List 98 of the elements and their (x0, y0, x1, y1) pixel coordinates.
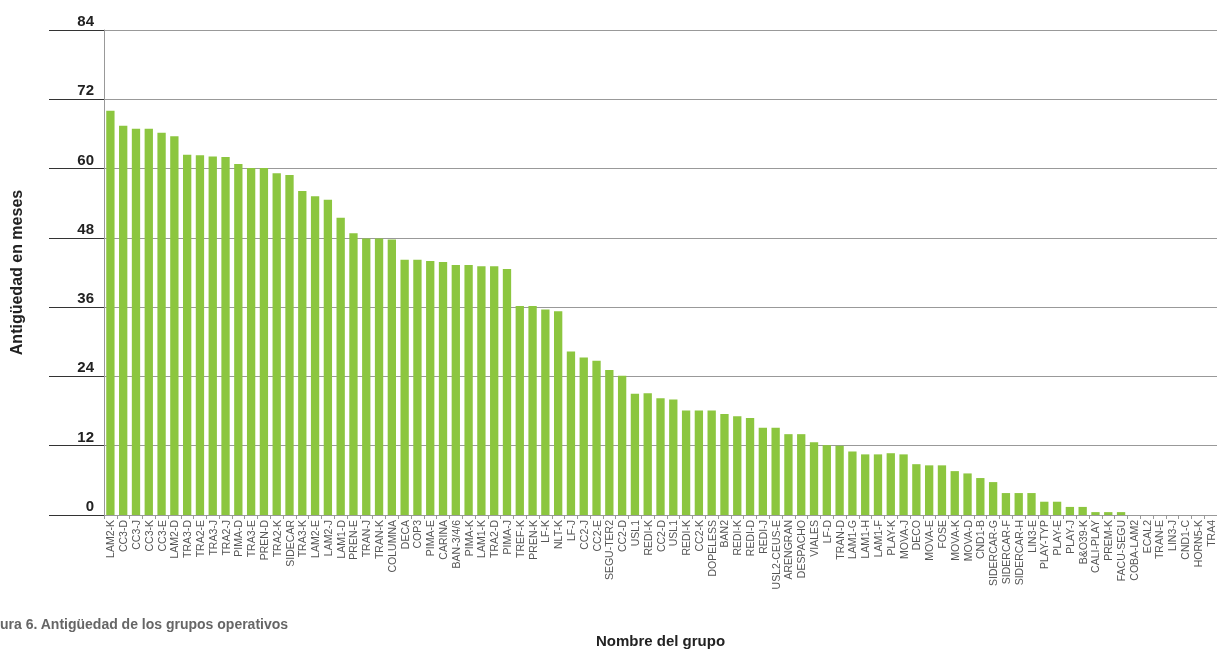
x-tick-label: LAM1-F (871, 520, 884, 558)
x-tick-label: COBA-LAM2 (1127, 519, 1140, 581)
x-tick-label: REDI-D (744, 519, 757, 557)
x-tick-label: LAM1-K (475, 520, 488, 558)
y-tick-label: 0 (85, 497, 94, 514)
x-tick-label: DESPACHO (795, 520, 808, 579)
x-tick-label: DOPELESS (705, 520, 718, 577)
x-tick-label: LIN3-J (1166, 520, 1179, 551)
x-tick-label: BAN2 (718, 519, 731, 548)
y-tick-label: 24 (77, 358, 95, 376)
x-tick-label: CC3-E (155, 520, 168, 552)
x-tick-label: CC3-K (142, 520, 155, 552)
x-tick-label: LIN3-E (1025, 520, 1038, 553)
x-tick-label: CC3-D (117, 519, 130, 553)
y-tick-label: 72 (77, 81, 94, 99)
x-tick-label: TRAN-D (833, 519, 846, 560)
x-tick-label: PREN-K (526, 520, 539, 560)
x-tick-label: CC2-D (654, 519, 667, 553)
x-tick-label: TRAN-J (360, 520, 373, 558)
x-tick-label: NLT-K (552, 520, 565, 549)
x-tick-label: COLUMNA (385, 520, 398, 573)
x-tick-label: PLAY-J (1063, 520, 1076, 554)
x-tick-label: LAM1-H (859, 520, 872, 559)
x-tick-label: SIDERCAR-G (987, 520, 1000, 586)
x-tick-label: CND1-C (1179, 519, 1192, 560)
y-axis-title: Antigüedad en meses (7, 189, 25, 356)
x-tick-label: LAM2-D (168, 519, 181, 559)
x-tick-label: TRA2-E (193, 520, 206, 558)
x-tick-label: COP3 (411, 519, 424, 549)
x-tick-label: REDI-K (680, 520, 693, 556)
x-tick-label: SIDERCAR-H (1012, 520, 1025, 586)
x-tick-label: LAM2-K (104, 520, 117, 558)
x-tick-label: REDI-K (641, 520, 654, 556)
x-tick-label: PREM-K (1102, 520, 1115, 561)
x-tick-label: TRA4 (1204, 519, 1217, 547)
x-tick-label: MOVA-K (948, 520, 961, 561)
x-tick-label: PLAY-TYP (1038, 520, 1051, 570)
x-tick-label: MOVA-J (897, 520, 910, 559)
x-tick-label: MOVA-D (961, 519, 974, 562)
x-tick-label: USL1 (628, 519, 641, 547)
x-tick-label: LAM2-J (321, 520, 334, 557)
x-tick-label: FOSE (935, 520, 948, 549)
x-tick-label: TREF-K (513, 520, 526, 558)
x-tick-label: DECO (910, 520, 923, 551)
x-tick-label: TRAN-E (1153, 520, 1166, 560)
x-tick-label: TRA2-J (219, 520, 232, 556)
x-axis-title: Nombre del grupo (595, 632, 726, 649)
x-tick-label: LF-K (539, 520, 552, 543)
x-tick-label: SIDERCAR-F (999, 520, 1012, 585)
x-tick-label: PIMA-J (500, 520, 513, 555)
x-tick-label: SIDECAR (283, 519, 296, 567)
x-tick-label: TRA3-K (296, 520, 309, 558)
x-tick-label: PLAY-E (1051, 520, 1064, 556)
text: ura 6. Antigüedad de los grupos operativos (0, 616, 289, 632)
x-tick-label: MOVA-E (923, 520, 936, 561)
x-tick-label: LF-D (820, 519, 833, 544)
x-tick-label: USL1 (667, 519, 680, 547)
x-tick-label: TRA2-D (488, 519, 501, 558)
x-tick-label: TRA3-E (245, 520, 258, 558)
x-tick-label: PIMA-D (232, 519, 245, 557)
x-tick-label: LAM1-G (846, 520, 859, 560)
x-tick-label: CC3-J (129, 520, 142, 550)
x-tick-label: PLAY-K (884, 520, 897, 556)
x-tick-label: BAN-3/4/6 (449, 519, 462, 569)
x-tick-label: PREN-D (257, 519, 270, 561)
x-tick-label: REDI-J (756, 520, 769, 554)
x-tick-label: FACU-SEGU (1115, 520, 1128, 582)
y-tick-label: 12 (77, 427, 94, 445)
x-tick-label: DECA (398, 520, 411, 550)
x-tick-label: CALI-PLAY (1089, 520, 1102, 573)
y-tick-label: 36 (77, 289, 94, 307)
x-tick-label: TRA2-K (270, 520, 283, 558)
x-tick-label: LAM1-D (334, 519, 347, 559)
x-tick-label: LAM2-E (309, 520, 322, 558)
x-tick-label: TRA3-D (181, 519, 194, 558)
x-tick-label: PIMA-K (462, 520, 475, 557)
x-tick-label: HORN5-K (1191, 520, 1204, 568)
x-tick-label: USL2-CEUS-E (769, 520, 782, 590)
y-tick-label: 48 (77, 219, 94, 237)
x-tick-label: PIMA-E (424, 520, 437, 557)
x-tick-label: LF-J (564, 520, 577, 541)
x-tick-label: REDI-K (731, 520, 744, 556)
x-tick-label: CARINA (437, 520, 450, 560)
x-tick-label: B&O39-K (1076, 520, 1089, 565)
x-tick-label: TRAN-K (373, 520, 386, 560)
x-tick-label: VIALES (808, 520, 821, 557)
x-tick-label: ECAL2 (1140, 519, 1153, 554)
x-tick-label: CC2-K (692, 520, 705, 552)
x-tick-label: CC2-J (577, 520, 590, 550)
y-tick-label: 84 (77, 12, 95, 29)
x-tick-label: TRA3-J (206, 520, 219, 556)
y-tick-label: 60 (77, 150, 94, 168)
x-tick-label: CC2-E (590, 520, 603, 552)
x-tick-label: ARENGRAN (782, 520, 795, 580)
x-tick-label: CC2-D (616, 519, 629, 553)
x-tick-label: PREN-E (347, 520, 360, 560)
x-tick-label: SEGU-TER2 (603, 519, 616, 581)
x-tick-label: CND1-B (974, 520, 987, 560)
